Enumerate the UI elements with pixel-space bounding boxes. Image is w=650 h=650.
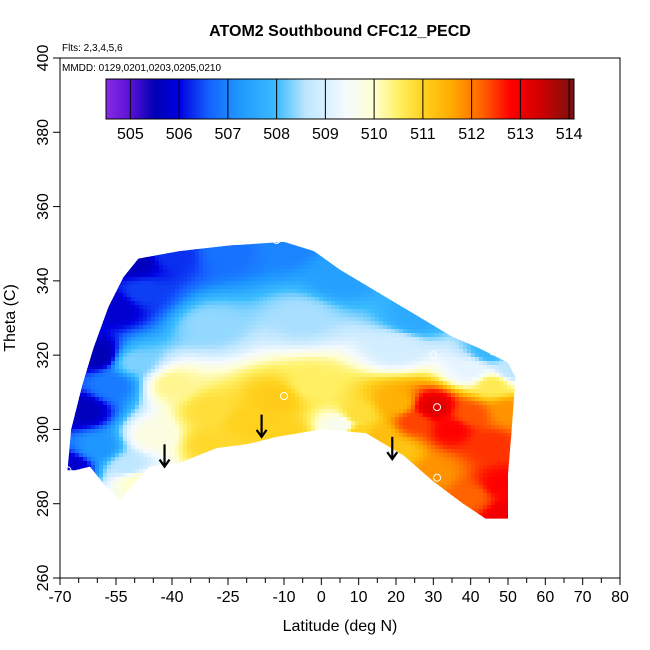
- y-tick-label: 300: [35, 416, 52, 443]
- y-tick-label: 360: [35, 193, 52, 220]
- x-tick-label: -70: [48, 589, 71, 606]
- x-tick-label: 60: [536, 589, 554, 606]
- y-tick-label: 260: [35, 565, 52, 592]
- y-tick-label: 280: [35, 490, 52, 517]
- flight-marker: [429, 351, 438, 360]
- y-axis: 260 280 300 320 340 360 380 400: [35, 45, 60, 592]
- colorbar-gradient: [106, 79, 574, 119]
- arrow-markers: [158, 414, 399, 469]
- colorbar-tick-label: 506: [166, 126, 193, 143]
- x-tick-label: 30: [424, 589, 442, 606]
- y-tick-label: 320: [35, 342, 52, 369]
- dates-subtitle: MMDD: 0129,0201,0203,0205,0210: [62, 63, 221, 74]
- x-tick-label: -25: [216, 589, 239, 606]
- y-tick-label: 340: [35, 267, 52, 294]
- flight-marker: [63, 466, 72, 475]
- x-tick-label: 20: [387, 589, 405, 606]
- chart-title: ATOM2 Southbound CFC12_PECD: [209, 23, 471, 40]
- x-axis: -70 -55 -40 -25 -10 0 10 20 30 40 50 60 70 80: [48, 578, 629, 606]
- colorbar-tick-label: 510: [361, 126, 388, 143]
- theta-field: [67, 241, 516, 519]
- flight-markers: [63, 236, 498, 482]
- flight-marker: [433, 473, 442, 482]
- x-axis-label: Latitude (deg N): [283, 618, 398, 635]
- x-tick-label: 40: [462, 589, 480, 606]
- x-tick-label: 10: [350, 589, 368, 606]
- x-tick-label: 0: [317, 589, 326, 606]
- down-arrow-icon: [255, 414, 268, 439]
- down-arrow-icon: [386, 436, 399, 462]
- colorbar-tick-label: 512: [458, 126, 485, 143]
- down-arrow-icon: [158, 444, 171, 469]
- x-tick-label: -10: [272, 589, 295, 606]
- colorbar-tick-label: 513: [507, 126, 534, 143]
- flight-marker: [433, 403, 442, 412]
- y-axis-label: Theta (C): [2, 284, 19, 352]
- x-tick-label: 70: [574, 589, 592, 606]
- flight-marker: [115, 258, 124, 267]
- colorbar-tick-label: 511: [410, 126, 436, 143]
- colorbar-tick-label: 508: [263, 126, 290, 143]
- flight-marker: [489, 347, 498, 356]
- flight-marker: [280, 392, 288, 400]
- colorbar: 505 506 507 508 509 510 511 512 513 514: [105, 78, 583, 143]
- colorbar-frame: [105, 78, 575, 120]
- flight-marker: [272, 236, 281, 244]
- colorbar-tick-label: 505: [117, 126, 144, 143]
- y-tick-label: 380: [35, 119, 52, 146]
- colorbar-tick-label: 507: [215, 126, 242, 143]
- x-tick-label: -55: [104, 589, 127, 606]
- colorbar-tick-label: 509: [312, 126, 339, 143]
- x-tick-label: -40: [160, 589, 183, 606]
- colorbar-tick-label: 514: [556, 126, 583, 143]
- x-tick-label: 80: [611, 589, 629, 606]
- flights-subtitle: Flts: 2,3,4,5,6: [62, 43, 123, 54]
- y-tick-label: 400: [35, 45, 52, 72]
- x-tick-label: 50: [499, 589, 517, 606]
